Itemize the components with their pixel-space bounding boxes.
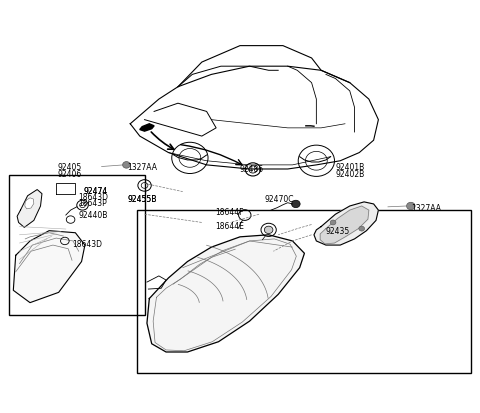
Polygon shape xyxy=(25,198,34,209)
Circle shape xyxy=(264,227,273,234)
Text: 92440B: 92440B xyxy=(79,210,108,219)
Text: 92401B: 92401B xyxy=(336,163,365,172)
Text: 92402B: 92402B xyxy=(336,169,365,178)
Text: 92486: 92486 xyxy=(240,165,264,174)
Polygon shape xyxy=(13,231,85,303)
Circle shape xyxy=(291,201,300,208)
Bar xyxy=(137,211,471,373)
Text: 18644E: 18644E xyxy=(215,222,244,231)
Text: 18643D: 18643D xyxy=(72,239,102,248)
Text: 92405: 92405 xyxy=(58,163,82,172)
Circle shape xyxy=(359,227,364,232)
Text: 1327AA: 1327AA xyxy=(127,163,157,172)
Polygon shape xyxy=(147,235,304,352)
Text: 92455B: 92455B xyxy=(128,194,157,203)
Circle shape xyxy=(122,162,130,169)
Text: 18643P: 18643P xyxy=(78,199,107,208)
Polygon shape xyxy=(314,202,378,245)
Text: 1327AA: 1327AA xyxy=(411,203,441,212)
Text: 92474: 92474 xyxy=(84,186,108,195)
Text: 92470C: 92470C xyxy=(265,195,294,204)
Text: 92406: 92406 xyxy=(58,169,82,178)
Text: 92435: 92435 xyxy=(326,227,350,235)
Polygon shape xyxy=(320,206,369,244)
Polygon shape xyxy=(17,190,42,228)
Bar xyxy=(9,176,144,315)
Text: 92455B: 92455B xyxy=(128,194,157,203)
Polygon shape xyxy=(140,124,154,132)
Text: 18643D: 18643D xyxy=(78,193,108,202)
Circle shape xyxy=(407,203,415,210)
Text: 92474: 92474 xyxy=(84,186,108,195)
Circle shape xyxy=(330,221,336,225)
Text: 18644F: 18644F xyxy=(215,207,244,216)
